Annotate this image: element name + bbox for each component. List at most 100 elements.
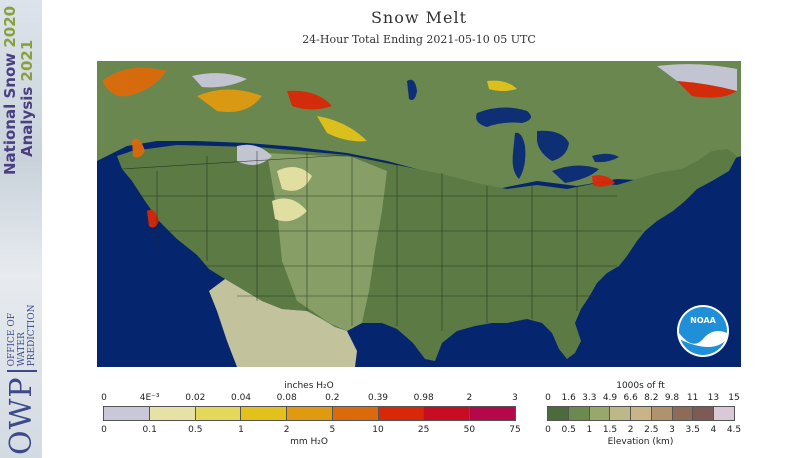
elev_legend-swatch <box>568 407 590 420</box>
nsa-title: National Snow 2020 Analysis 2021 <box>1 5 36 175</box>
noaa-logo-text: NOAA <box>690 316 716 325</box>
melt_legend-swatch <box>149 407 196 420</box>
elev_legend-bottom-tick: 1 <box>586 425 593 435</box>
nsa-analysis: Analysis <box>18 86 36 157</box>
owp-line-3: PREDICTION <box>26 304 37 367</box>
melt_legend-top-tick: 0.39 <box>367 393 389 403</box>
state-borders <box>121 151 642 331</box>
lake-michigan <box>512 132 526 179</box>
elev_legend-bottom-tick: 2 <box>627 425 634 435</box>
elev_legend-swatch <box>672 407 694 420</box>
elev_legend-bottom-tick: 2.5 <box>644 425 659 435</box>
great-plains <box>267 153 387 331</box>
canada-land <box>97 61 741 189</box>
melt_legend-bottom-tick: 1 <box>238 425 244 435</box>
melt_legend-top-tick: 0.02 <box>185 393 206 403</box>
elev_legend-bottom-tick: 0.5 <box>561 425 576 435</box>
elev_legend-swatch <box>693 407 715 420</box>
noaa-logo: NOAA <box>677 305 729 357</box>
melt_legend-swatch <box>195 407 242 420</box>
elev_legend-top-tick: 8.2 <box>644 393 659 403</box>
melt_legend-top-tick: 0.04 <box>230 393 252 403</box>
melt_legend-swatch <box>470 407 516 420</box>
melt_legend-top-tick: 0 <box>101 393 107 403</box>
melt_legend-bottom-tick: 50 <box>463 425 476 435</box>
owp-logo-text: OWP <box>4 376 39 455</box>
melt-colorado <box>272 198 307 222</box>
melt-adirondack <box>592 175 615 187</box>
melt_legend-top-tick: 2 <box>466 393 473 403</box>
melt-rockies-2 <box>277 167 312 191</box>
elev_legend-swatch <box>714 407 735 420</box>
lake-superior <box>476 107 531 127</box>
elev_legend-top-tick: 0 <box>545 393 551 403</box>
melt_legend-bottom-tick: 0.1 <box>142 425 157 435</box>
melt_legend-top-tick: 4E⁻³ <box>139 393 160 403</box>
melt_legend-swatch <box>287 407 333 420</box>
nsa-year-1: 2020 <box>1 5 19 48</box>
page-subtitle: 24-Hour Total Ending 2021-05-10 05 UTC <box>302 33 536 46</box>
elev_legend-swatch <box>548 407 569 420</box>
melt_legend-top-tick: 0.98 <box>413 393 434 403</box>
melt-sask <box>317 116 367 142</box>
us-land <box>117 145 737 361</box>
melt-legend-top-units: inches H₂O <box>284 381 334 391</box>
melt_legend-bottom-tick: 5 <box>329 425 336 435</box>
nsa-year-2: 2021 <box>18 39 36 82</box>
melt_legend-swatch <box>104 407 150 420</box>
page-title: Snow Melt <box>370 8 468 27</box>
elev-legend-top-units: 1000s of ft <box>616 381 665 391</box>
owp-line-1: OFFICE OF <box>6 313 17 367</box>
melt-nw-snow <box>192 73 247 88</box>
elev-legend-bottom-units: Elevation (km) <box>607 437 674 447</box>
melt_legend-bottom-tick: 75 <box>509 425 521 435</box>
melt_legend-swatch <box>332 407 379 420</box>
elev_legend-bottom-tick: 4 <box>710 425 717 435</box>
melt_legend-bottom-tick: 0 <box>101 425 107 435</box>
melt_legend-top-tick: 3 <box>512 393 518 403</box>
elev_legend-bottom-tick: 0 <box>545 425 551 435</box>
melt_legend-top-tick: 0.2 <box>325 393 340 403</box>
elev_legend-swatch <box>651 407 673 420</box>
elev_legend-swatch <box>610 407 632 420</box>
elev-legend-colorbar <box>547 406 735 421</box>
elev_legend-top-tick: 9.8 <box>664 393 680 403</box>
melt_legend-bottom-tick: 25 <box>417 425 430 435</box>
melt-ontario-n <box>487 80 517 91</box>
melt_legend-swatch <box>424 407 471 420</box>
elev_legend-top-tick: 13 <box>707 393 720 403</box>
melt-legend-colorbar <box>103 406 516 421</box>
melt-alberta <box>287 90 332 110</box>
melt_legend-top-tick: 0.08 <box>276 393 297 403</box>
lake-ontario <box>592 153 619 163</box>
elev_legend-top-tick: 1.6 <box>561 393 576 403</box>
melt_legend-swatch <box>378 407 425 420</box>
lake-winnipeg <box>407 79 417 100</box>
snow-melt-map[interactable]: NOAA <box>97 61 741 367</box>
sidebar-banner: National Snow 2020 Analysis 2021 OWP OFF… <box>0 0 42 458</box>
elev_legend-top-tick: 11 <box>686 393 699 403</box>
melt-sierra <box>147 209 159 228</box>
elev_legend-bottom-tick: 4.5 <box>726 425 742 435</box>
melt-quebec <box>677 81 737 98</box>
elev_legend-bottom-tick: 3.5 <box>685 425 700 435</box>
lake-huron <box>537 130 569 161</box>
mexico-land <box>209 279 357 367</box>
elev_legend-top-tick: 4.9 <box>602 393 618 403</box>
owp-logo-subtext: OFFICE OF WATER PREDICTION <box>7 305 37 367</box>
owp-logo[interactable]: OWP OFFICE OF WATER PREDICTION <box>4 305 39 456</box>
nsa-name: National Snow <box>1 52 19 175</box>
elev_legend-swatch <box>589 407 611 420</box>
elev_legend-top-tick: 15 <box>728 393 740 403</box>
elev_legend-top-tick: 6.6 <box>623 393 638 403</box>
elev_legend-bottom-tick: 1.5 <box>602 425 618 435</box>
snowmelt-overlay <box>102 64 737 228</box>
melt_legend-bottom-tick: 10 <box>372 425 384 435</box>
owp-line-2: WATER <box>16 332 27 367</box>
elev_legend-top-tick: 3.3 <box>582 393 597 403</box>
elev_legend-bottom-tick: 3 <box>669 425 675 435</box>
elev_legend-swatch <box>631 407 652 420</box>
melt-cascades <box>132 138 145 158</box>
melt-northwest <box>102 67 167 97</box>
lake-erie <box>552 165 599 183</box>
